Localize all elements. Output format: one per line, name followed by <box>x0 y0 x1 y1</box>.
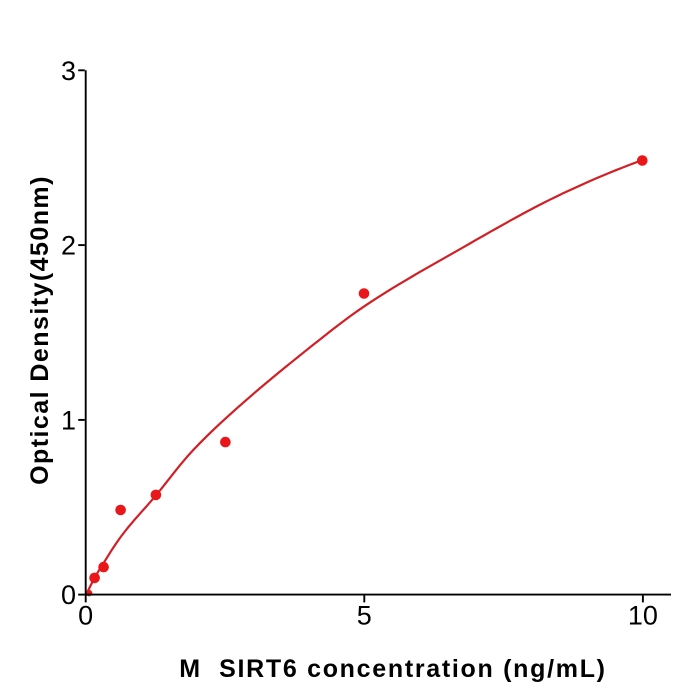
svg-text:Optical Density(450nm): Optical Density(450nm) <box>26 175 54 485</box>
svg-text:3: 3 <box>61 56 76 86</box>
svg-text:5: 5 <box>357 601 372 631</box>
svg-text:10: 10 <box>628 601 658 631</box>
svg-text:2: 2 <box>61 231 76 261</box>
svg-text:0: 0 <box>61 580 76 610</box>
svg-text:1: 1 <box>61 405 76 435</box>
svg-text:M SIRT6 concentration (ng/mL): M SIRT6 concentration (ng/mL) <box>179 655 606 683</box>
svg-text:0: 0 <box>78 601 93 631</box>
